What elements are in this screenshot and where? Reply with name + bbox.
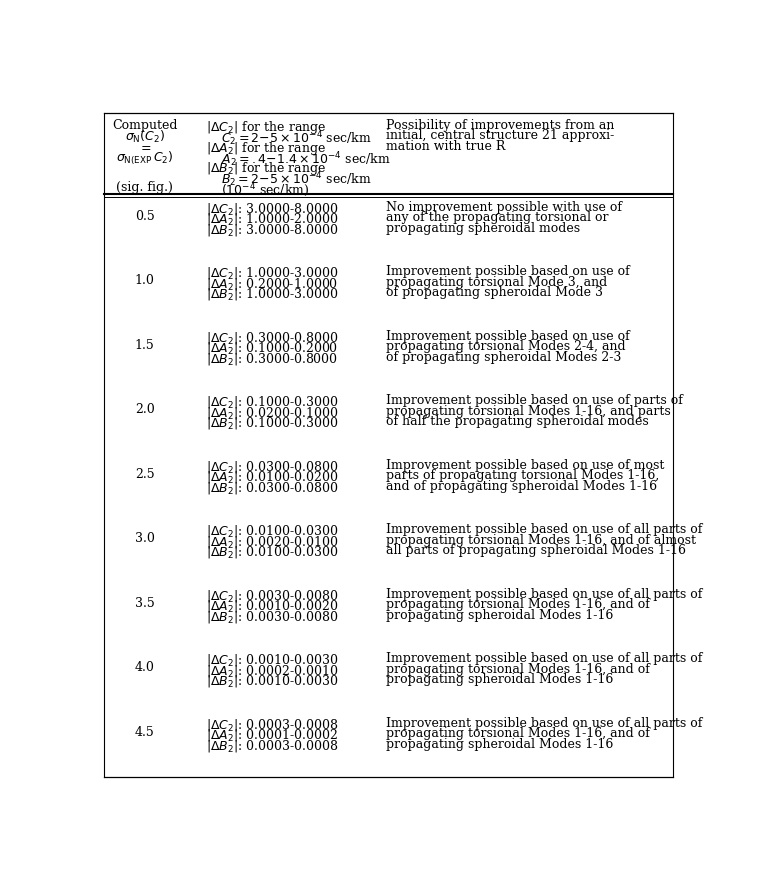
Text: 2.5: 2.5 [135,468,155,481]
Text: $|\Delta A_2|$: 0.0010-0.0020: $|\Delta A_2|$: 0.0010-0.0020 [206,598,339,614]
Text: $|\Delta C_2|$: 0.3000-0.8000: $|\Delta C_2|$: 0.3000-0.8000 [206,330,339,346]
Text: 0.5: 0.5 [135,210,155,223]
Text: $|\Delta C_2|$: 0.0003-0.0008: $|\Delta C_2|$: 0.0003-0.0008 [206,717,339,733]
Text: Improvement possible based on use of all parts of: Improvement possible based on use of all… [386,652,702,666]
Text: 2.0: 2.0 [135,403,155,417]
Text: $|\Delta C_2|$: 0.1000-0.3000: $|\Delta C_2|$: 0.1000-0.3000 [206,395,339,410]
Text: $|\Delta A_2|$ for the range: $|\Delta A_2|$ for the range [206,139,327,156]
Text: $|\Delta C_2|$: 0.0010-0.0030: $|\Delta C_2|$: 0.0010-0.0030 [206,652,339,668]
Text: $|\Delta A_2|$: 0.1000-0.2000: $|\Delta A_2|$: 0.1000-0.2000 [206,340,339,356]
Text: propagating torsional Modes 1-16, and of: propagating torsional Modes 1-16, and of [386,598,650,611]
Text: propagating spheroidal modes: propagating spheroidal modes [386,222,580,234]
Text: $|\Delta B_2|$: 0.0030-0.0080: $|\Delta B_2|$: 0.0030-0.0080 [206,609,339,624]
Text: Improvement possible based on use of all parts of: Improvement possible based on use of all… [386,588,702,601]
Text: $|\Delta C_2|$: 0.0300-0.0800: $|\Delta C_2|$: 0.0300-0.0800 [206,459,339,474]
Text: $A_2 = .4{-}1.4 \times 10^{-4}$ sec/km: $A_2 = .4{-}1.4 \times 10^{-4}$ sec/km [221,150,391,168]
Text: $(10^{-4}$ sec/km): $(10^{-4}$ sec/km) [221,182,309,199]
Text: $|\Delta B_2|$: 1.0000-3.0000: $|\Delta B_2|$: 1.0000-3.0000 [206,286,339,302]
Text: Computed: Computed [112,118,177,132]
Text: any of the propagating torsional or: any of the propagating torsional or [386,211,608,225]
Text: $|\Delta A_2|$: 0.0020-0.0100: $|\Delta A_2|$: 0.0020-0.0100 [206,534,339,550]
Text: 4.0: 4.0 [135,661,155,674]
Text: (sig. fig.): (sig. fig.) [116,182,173,194]
Text: $|\Delta A_2|$: 0.0002-0.0010: $|\Delta A_2|$: 0.0002-0.0010 [206,663,339,679]
Text: propagating torsional Modes 1-16, and parts: propagating torsional Modes 1-16, and pa… [386,404,670,417]
Text: $|\Delta C_2|$ for the range: $|\Delta C_2|$ for the range [206,118,327,136]
Text: $|\Delta B_2|$: 0.0010-0.0030: $|\Delta B_2|$: 0.0010-0.0030 [206,674,339,689]
Text: parts of propagating torsional Modes 1-16,: parts of propagating torsional Modes 1-1… [386,469,659,482]
Text: $C_2 = 2{-}5 \times 10^{-4}$ sec/km: $C_2 = 2{-}5 \times 10^{-4}$ sec/km [221,129,372,148]
Text: 1.0: 1.0 [135,275,155,288]
Text: 3.5: 3.5 [135,597,155,610]
Text: mation with true R: mation with true R [386,139,505,153]
Text: 3.0: 3.0 [135,532,155,545]
Text: Possibility of improvements from an: Possibility of improvements from an [386,118,614,132]
Text: $|\Delta B_2|$: 3.0000-8.0000: $|\Delta B_2|$: 3.0000-8.0000 [206,222,339,238]
Text: propagating spheroidal Modes 1-16: propagating spheroidal Modes 1-16 [386,738,613,751]
Text: $|\Delta A_2|$: 0.0200-0.1000: $|\Delta A_2|$: 0.0200-0.1000 [206,404,339,421]
Text: $|\Delta C_2|$: 0.0030-0.0080: $|\Delta C_2|$: 0.0030-0.0080 [206,588,339,604]
Text: $|\Delta A_2|$: 0.0001-0.0002: $|\Delta A_2|$: 0.0001-0.0002 [206,727,338,744]
Text: Improvement possible based on use of: Improvement possible based on use of [386,330,629,343]
Text: all parts of propagating spheroidal Modes 1-16: all parts of propagating spheroidal Mode… [386,544,685,557]
Text: $|\Delta B_2|$: 0.0300-0.0800: $|\Delta B_2|$: 0.0300-0.0800 [206,480,339,496]
Text: Improvement possible based on use of all parts of: Improvement possible based on use of all… [386,717,702,730]
Text: of half the propagating spheroidal modes: of half the propagating spheroidal modes [386,415,648,428]
Text: propagating torsional Mode 3, and: propagating torsional Mode 3, and [386,275,607,289]
Text: Improvement possible based on use of most: Improvement possible based on use of mos… [386,459,664,472]
Text: $|\Delta C_2|$: 0.0100-0.0300: $|\Delta C_2|$: 0.0100-0.0300 [206,524,339,539]
Text: $|\Delta B_2|$ for the range: $|\Delta B_2|$ for the range [206,160,327,177]
Text: propagating torsional Modes 2-4, and: propagating torsional Modes 2-4, and [386,340,625,353]
Text: $|\Delta C_2|$: 1.0000-3.0000: $|\Delta C_2|$: 1.0000-3.0000 [206,265,339,282]
Text: $\sigma_{\mathrm{N}}(C_2)$: $\sigma_{\mathrm{N}}(C_2)$ [124,129,164,146]
Text: $|\Delta A_2|$: 0.2000-1.0000: $|\Delta A_2|$: 0.2000-1.0000 [206,275,339,292]
Text: 4.5: 4.5 [135,726,155,739]
Text: $|\Delta A_2|$: 1.0000-2.0000: $|\Delta A_2|$: 1.0000-2.0000 [206,211,339,227]
Text: propagating torsional Modes 1-16, and of almost: propagating torsional Modes 1-16, and of… [386,534,696,546]
Text: No improvement possible with use of: No improvement possible with use of [386,201,622,214]
Text: $|\Delta A_2|$: 0.0100-0.0200: $|\Delta A_2|$: 0.0100-0.0200 [206,469,339,485]
Text: of propagating spheroidal Mode 3: of propagating spheroidal Mode 3 [386,286,603,299]
Text: $|\Delta B_2|$: 0.1000-0.3000: $|\Delta B_2|$: 0.1000-0.3000 [206,415,339,431]
Text: Improvement possible based on use of all parts of: Improvement possible based on use of all… [386,524,702,537]
Text: $|\Delta B_2|$: 0.0003-0.0008: $|\Delta B_2|$: 0.0003-0.0008 [206,738,339,753]
Text: $|\Delta B_2|$: 0.3000-0.8000: $|\Delta B_2|$: 0.3000-0.8000 [206,351,339,367]
Text: of propagating spheroidal Modes 2-3: of propagating spheroidal Modes 2-3 [386,351,621,364]
Text: and of propagating spheroidal Modes 1-16: and of propagating spheroidal Modes 1-16 [386,480,656,493]
Text: 1.5: 1.5 [135,339,155,352]
Text: $\sigma_{\mathrm{N(EXP}}\,C_2)$: $\sigma_{\mathrm{N(EXP}}\,C_2)$ [116,150,174,168]
Text: propagating torsional Modes 1-16, and of: propagating torsional Modes 1-16, and of [386,663,650,676]
Text: propagating spheroidal Modes 1-16: propagating spheroidal Modes 1-16 [386,674,613,686]
Text: $|\Delta C_2|$: 3.0000-8.0000: $|\Delta C_2|$: 3.0000-8.0000 [206,201,339,217]
Text: $=$: $=$ [138,139,152,153]
Text: $B_2 = 2{-}5 \times 10^{-4}$ sec/km: $B_2 = 2{-}5 \times 10^{-4}$ sec/km [221,171,372,189]
Text: Improvement possible based on use of parts of: Improvement possible based on use of par… [386,395,682,407]
Text: propagating spheroidal Modes 1-16: propagating spheroidal Modes 1-16 [386,609,613,622]
Text: propagating torsional Modes 1-16, and of: propagating torsional Modes 1-16, and of [386,727,650,740]
Text: initial, central structure 21 approxi-: initial, central structure 21 approxi- [386,129,614,142]
Text: $|\Delta B_2|$: 0.0100-0.0300: $|\Delta B_2|$: 0.0100-0.0300 [206,544,339,560]
Text: Improvement possible based on use of: Improvement possible based on use of [386,265,629,278]
